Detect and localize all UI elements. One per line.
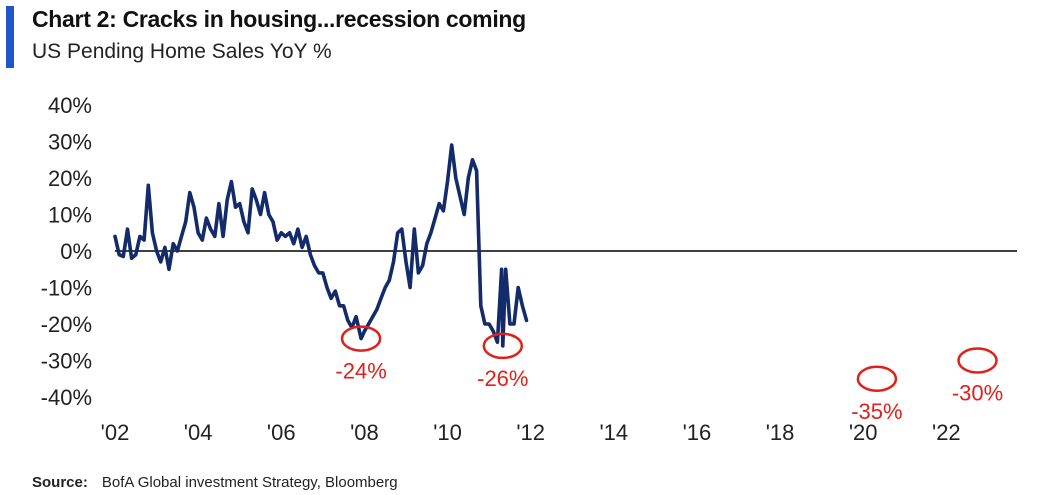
y-tick-label: -30% (41, 349, 92, 374)
trough-circle (482, 332, 524, 360)
x-tick-label: '20 (849, 420, 878, 445)
trough-circle (340, 325, 382, 352)
y-tick-label: 40% (48, 93, 92, 118)
source-note: Source: BofA Global investment Strategy, … (32, 474, 398, 491)
chart-title: Chart 2: Cracks in housing...recession c… (32, 6, 526, 32)
trough-label: -24% (335, 359, 386, 384)
y-tick-label: -10% (41, 276, 92, 301)
x-tick-label: '14 (599, 420, 628, 445)
trough-label: -30% (952, 381, 1003, 406)
x-tick-label: '08 (350, 420, 379, 445)
x-tick-label: '22 (932, 420, 961, 445)
y-tick-label: -40% (41, 385, 92, 410)
trough-circle (957, 347, 998, 374)
x-tick-label: '10 (433, 420, 462, 445)
trough-label: -35% (851, 399, 902, 424)
title-accent-bar (6, 6, 14, 68)
chart-subtitle: US Pending Home Sales YoY % (32, 40, 332, 63)
x-tick-label: '04 (184, 420, 213, 445)
x-tick-label: '02 (101, 420, 130, 445)
x-tick-label: '06 (267, 420, 296, 445)
y-tick-label: 20% (48, 166, 92, 191)
y-tick-label: -20% (41, 312, 92, 337)
x-tick-label: '16 (683, 420, 712, 445)
source-text: BofA Global investment Strategy, Bloombe… (101, 474, 398, 491)
source-label: Source: (32, 474, 88, 491)
y-tick-label: 10% (48, 203, 92, 228)
x-tick-label: '12 (516, 420, 545, 445)
trough-label: -26% (477, 366, 528, 391)
y-tick-label: 0% (60, 239, 92, 264)
x-tick-label: '18 (766, 420, 795, 445)
trough-circle (856, 365, 898, 392)
series-line (113, 143, 529, 348)
y-tick-label: 30% (48, 130, 92, 155)
